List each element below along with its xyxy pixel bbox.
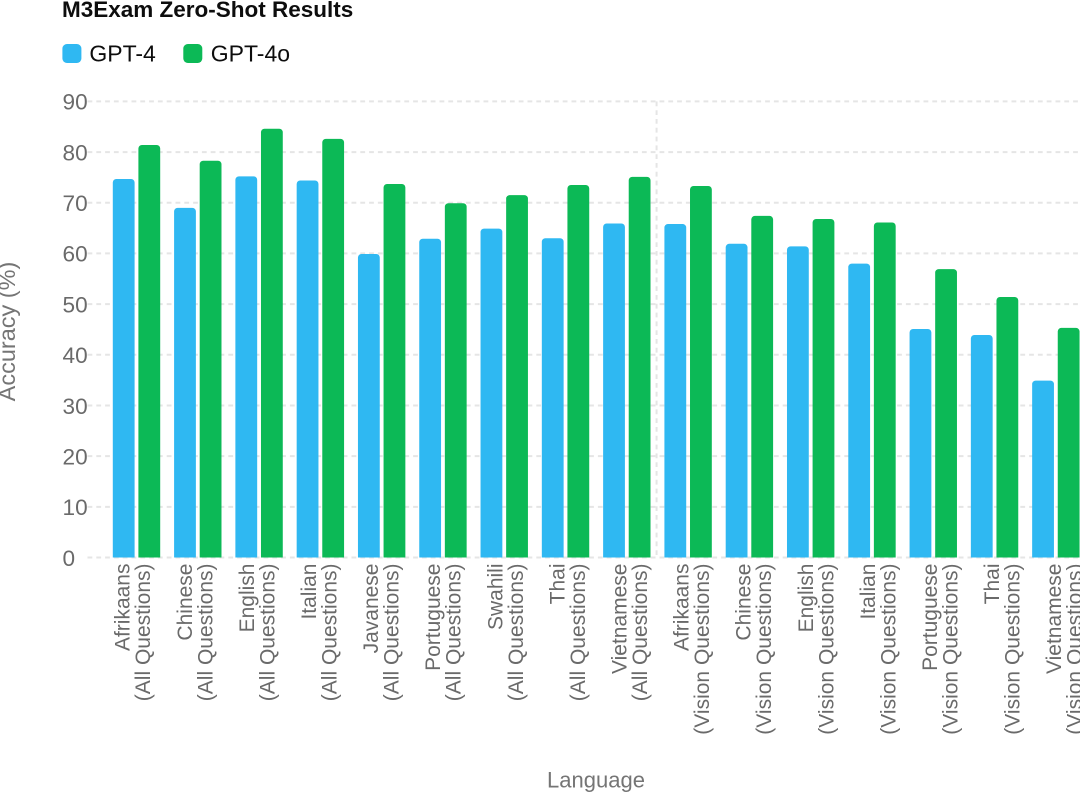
svg-text:Thai(All Questions): Thai(All Questions) [546,564,590,702]
svg-text:10: 10 [63,495,88,520]
svg-text:Vietnamese(All Questions): Vietnamese(All Questions) [609,564,653,702]
svg-text:Accuracy (%): Accuracy (%) [0,262,20,402]
svg-text:Chinese(Vision Questions): Chinese(Vision Questions) [733,564,777,735]
svg-text:Italian(All Questions): Italian(All Questions) [298,564,342,702]
svg-text:M3Exam Zero-Shot Results: M3Exam Zero-Shot Results [62,0,353,22]
svg-text:English(All Questions): English(All Questions) [236,564,280,702]
svg-text:80: 80 [63,140,88,165]
svg-text:Portuguese(All Questions): Portuguese(All Questions) [422,564,466,702]
svg-text:Afrikaans(All Questions): Afrikaans(All Questions) [112,564,156,702]
svg-text:20: 20 [63,444,88,469]
svg-text:Javanese(All Questions): Javanese(All Questions) [360,564,404,702]
svg-text:90: 90 [63,90,88,115]
svg-text:GPT-4o: GPT-4o [211,41,290,67]
svg-text:Portuguese(Vision Questions): Portuguese(Vision Questions) [919,564,963,735]
svg-text:Vietnamese(Vision Questions): Vietnamese(Vision Questions) [1043,564,1080,735]
svg-text:English(Vision Questions): English(Vision Questions) [795,564,839,735]
svg-text:70: 70 [63,191,88,216]
svg-text:Thai(Vision Questions): Thai(Vision Questions) [981,564,1025,735]
svg-text:30: 30 [63,394,88,419]
svg-text:60: 60 [63,242,88,267]
svg-text:50: 50 [63,292,88,317]
svg-text:40: 40 [63,343,88,368]
svg-text:Italian(Vision Questions): Italian(Vision Questions) [857,564,901,735]
svg-text:GPT-4: GPT-4 [89,41,156,67]
svg-text:Swahili(All Questions): Swahili(All Questions) [484,564,528,702]
svg-text:Afrikaans(Vision Questions): Afrikaans(Vision Questions) [671,564,715,735]
svg-text:0: 0 [63,546,76,571]
svg-text:Language: Language [547,768,645,793]
svg-text:Chinese(All Questions): Chinese(All Questions) [174,564,218,702]
